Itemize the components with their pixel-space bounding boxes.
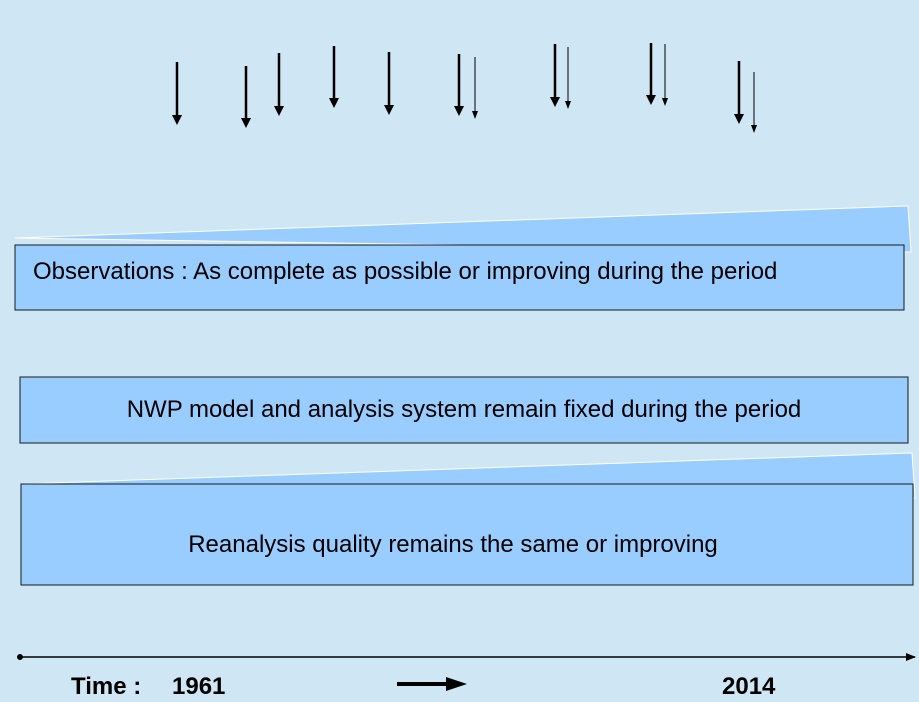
new-observation-arrows (472, 44, 757, 133)
time-direction-arrow (397, 677, 467, 691)
observation-arrow (646, 43, 656, 105)
timeline-axis (17, 653, 916, 661)
observation-arrow (384, 52, 394, 115)
model-label: NWP model and analysis system remain fix… (126, 396, 802, 423)
observation-arrow (329, 46, 339, 108)
observations-box (14, 244, 905, 311)
observation-arrow (454, 54, 464, 116)
start-year: 1961 (172, 673, 226, 700)
new-observation-arrow (565, 47, 571, 109)
new-observation-arrow (751, 72, 757, 133)
observation-arrow (274, 53, 284, 116)
new-observation-arrow (662, 44, 668, 106)
observation-arrow (241, 66, 251, 128)
new-observation-arrow (472, 57, 478, 119)
observation-arrows (172, 43, 744, 128)
observation-arrow (734, 61, 744, 124)
time-label: Time : (71, 673, 142, 700)
reanalysis-label: Reanalysis quality remains the same or i… (188, 531, 718, 558)
end-year: 2014 (722, 673, 776, 700)
reanalysis-box (20, 483, 914, 586)
observations-label: Observations : As complete as possible o… (33, 258, 778, 285)
observation-arrow (172, 62, 182, 125)
observation-arrow (550, 44, 560, 107)
model-box (19, 376, 909, 444)
